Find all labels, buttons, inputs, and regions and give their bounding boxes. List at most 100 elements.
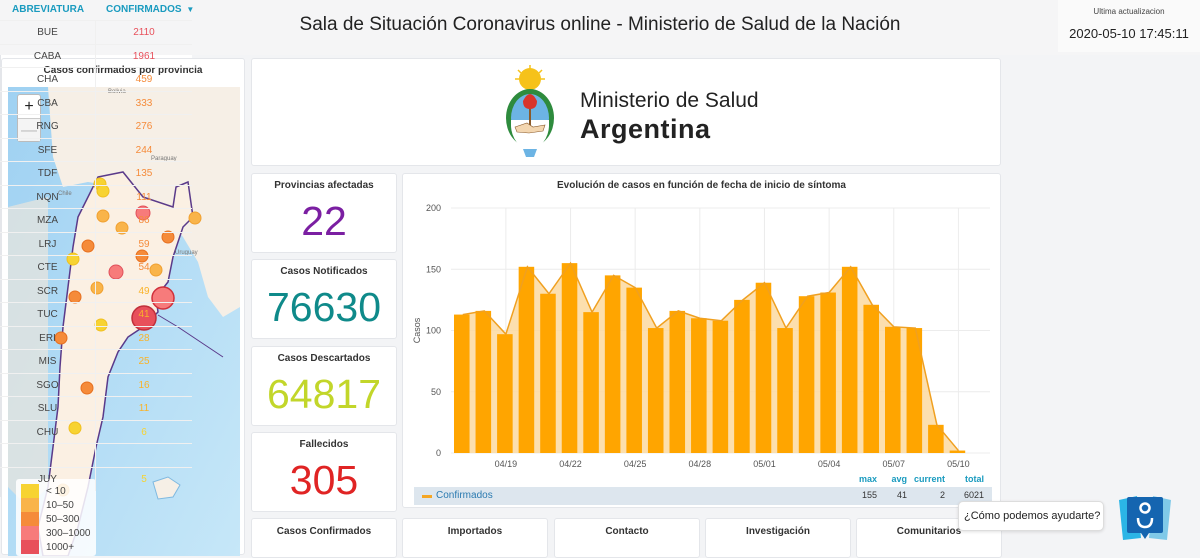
province-table: ABREVIATURA CONFIRMADOS ▼ BUE 2110 CABA 196… [0, 0, 194, 497]
map-legend: < 10 10–50 50–300 300–1000 1000+ [16, 479, 96, 556]
table-row[interactable]: JUY 5 [0, 466, 192, 491]
table-row[interactable]: CHU 6 [0, 419, 192, 444]
bottom-card-investigacion: Investigación [705, 518, 851, 558]
y-tick-label: 100 [426, 326, 441, 336]
province-abbr: BUE [37, 27, 58, 38]
bottom-card-label: Comunitarios [896, 526, 962, 537]
province-abbr: RNG [36, 121, 59, 132]
province-abbr: MZA [36, 215, 59, 226]
map-title: Casos confirmados por provincia [43, 65, 203, 76]
map-graphic [8, 87, 240, 556]
province-abbr: CBA [37, 97, 58, 109]
table-row[interactable]: ERI 28 [0, 325, 192, 350]
stat-card-provincias: Provincias afectadas 22 [251, 173, 397, 253]
summary-header-current: current [913, 474, 945, 484]
map-panel: Casos confirmados por provincia [1, 58, 245, 556]
bottom-card-label: Investigación [746, 526, 810, 537]
table-row[interactable]: RNG 276 [0, 114, 192, 138]
table-row[interactable]: CTE 54 [0, 255, 192, 279]
zoom-out-button[interactable]: — [18, 118, 40, 141]
chart-bar [755, 282, 772, 453]
chart-bar [798, 296, 815, 453]
stat-card-descartados: Casos Descartados 64817 [251, 346, 397, 426]
map-zoom-control: + — [17, 94, 41, 142]
province-abbr: CHU [36, 426, 59, 438]
x-tick-label: 04/25 [624, 459, 647, 469]
chat-prompt-bubble[interactable]: ¿Cómo podemos ayudarte? [958, 501, 1104, 531]
province-abbr: TDF [37, 168, 58, 179]
confirmed-count: 135 [95, 162, 192, 185]
table-row[interactable]: SFE 244 [0, 137, 192, 162]
confirmed-count: 111 [95, 185, 192, 209]
province-abbr: LRJ [38, 238, 57, 250]
chart-bar [669, 310, 686, 453]
chart-legend[interactable]: Confirmados [414, 487, 992, 505]
table-row[interactable]: CBA 333 [0, 90, 192, 115]
confirmed-count: 1961 [95, 44, 192, 68]
table-row[interactable]: SCR 49 [0, 278, 192, 303]
confirmed-count: 49 [95, 279, 192, 303]
province-abbr: TUC [37, 309, 58, 320]
map-label-paraguay: Paraguay [151, 156, 177, 162]
table-row[interactable]: LRJ 59 [0, 231, 192, 256]
chart-bar [841, 266, 858, 453]
column-header-abreviatura[interactable]: ABREVIATURA [12, 4, 85, 15]
legend-entry: 10–50 [16, 498, 96, 512]
province-abbr: SLU [37, 403, 58, 414]
chart-bar [820, 292, 836, 453]
chart-bar [691, 318, 707, 453]
province-abbr: CHA [36, 74, 59, 85]
chart[interactable]: 0 50 100 150 200 04/19 04/22 04/25 04/28 05/01 05/… [403, 174, 1002, 474]
legend-entry: 1000+ [16, 540, 96, 554]
table-row[interactable]: TDF 135 [0, 161, 192, 185]
confirmed-count: 2110 [95, 21, 192, 44]
table-row[interactable]: TUC 41 [0, 302, 192, 326]
chart-bar [454, 314, 470, 453]
x-tick-label: 04/19 [495, 459, 518, 469]
column-header-confirmados[interactable]: CONFIRMADOS ▼ [106, 4, 194, 15]
stat-label: Casos Notificados [280, 266, 368, 277]
summary-value-total: 6021 [963, 490, 984, 500]
chart-bar [712, 320, 729, 453]
table-row[interactable]: BUE 2110 [0, 20, 192, 44]
table-row[interactable]: CHA 459 [0, 67, 192, 91]
province-abbr: JUY [38, 473, 57, 485]
chart-panel: Evolución de casos en función de fecha d… [402, 173, 1001, 508]
series-area [462, 263, 959, 453]
province-marker [68, 290, 82, 304]
province-marker [81, 239, 95, 253]
map-label-bolivia: Bolivia [108, 89, 126, 95]
caret-down-icon: ▼ [186, 5, 195, 14]
last-update-time: 2020-05-10 17:45:11 [1069, 26, 1189, 41]
summary-value-max: 155 [861, 490, 877, 500]
table-row[interactable]: SGO 16 [0, 372, 192, 397]
x-tick-label: 05/07 [883, 459, 906, 469]
stat-value: 305 [289, 457, 359, 503]
table-row[interactable] [0, 443, 192, 467]
legend-color-swatch [21, 512, 39, 526]
table-row[interactable]: MIS 25 [0, 349, 192, 373]
table-row[interactable]: CABA 1961 [0, 43, 192, 68]
province-abbr: CABA [33, 50, 62, 62]
table-row[interactable]: NQN 111 [0, 184, 192, 209]
province-marker [90, 281, 104, 295]
table-row[interactable]: SLU 11 [0, 396, 192, 420]
legend-label: 300–1000 [46, 527, 91, 539]
legend-series-name: Confirmados [436, 490, 493, 501]
confirmed-count: 333 [95, 91, 192, 115]
chart-bar [885, 326, 901, 453]
series-line [462, 261, 959, 452]
chart-bar [561, 263, 578, 453]
province-abbr: MIS [38, 356, 57, 367]
summary-header-total: total [965, 474, 984, 484]
confirmed-count: 459 [95, 68, 192, 91]
stat-label: Casos Descartados [277, 353, 371, 364]
chart-bar [949, 450, 966, 453]
table-row[interactable]: MZA 86 [0, 208, 192, 232]
chat-assistant-icon[interactable] [1117, 494, 1173, 542]
confirmed-count: 16 [95, 373, 192, 397]
y-tick-label: 150 [426, 264, 441, 274]
map[interactable]: Bolivia Paraguay Chile Uruguay + — < 10 1… [8, 87, 240, 556]
zoom-in-button[interactable]: + [24, 98, 34, 115]
logo-panel: Ministerio de Salud Argentina [251, 58, 1001, 166]
